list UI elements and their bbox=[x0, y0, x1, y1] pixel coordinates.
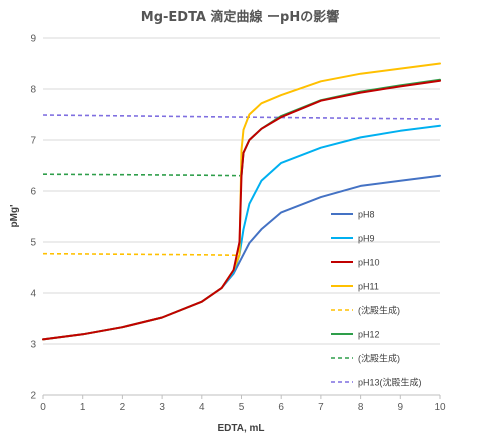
legend-label-2: pH9 bbox=[358, 234, 375, 244]
x-tick-label: 1 bbox=[80, 402, 86, 413]
y-tick-label: 2 bbox=[30, 391, 36, 402]
chart-title: Mg-EDTA 滴定曲線 ーpHの影響 bbox=[140, 10, 340, 25]
legend-label-8: pH13(沈殿生成) bbox=[358, 377, 422, 388]
x-tick-label: 0 bbox=[40, 402, 46, 413]
legend-label-7: (沈殿生成) bbox=[358, 353, 400, 364]
legend-label-3: pH10 bbox=[358, 258, 380, 268]
legend-label-1: pH8 bbox=[358, 210, 375, 220]
x-tick-label: 9 bbox=[398, 402, 404, 413]
gridlines bbox=[42, 37, 441, 399]
x-tick-label: 8 bbox=[358, 402, 364, 413]
series-line-3 bbox=[42, 79, 441, 341]
y-tick-label: 3 bbox=[30, 340, 36, 351]
x-tick-label: 10 bbox=[434, 402, 446, 413]
y-tick-label: 5 bbox=[30, 238, 36, 249]
y-tick-label: 6 bbox=[30, 187, 36, 198]
x-tick-label: 4 bbox=[199, 402, 205, 413]
legend: pH8 pH9 pH10 pH11 (沈殿生成) pH12 (沈殿生成) pH13(沈殿生成) bbox=[331, 210, 422, 388]
legend-label-5: (沈殿生成) bbox=[358, 305, 400, 316]
series-line-8 bbox=[42, 114, 441, 120]
x-tick-label: 2 bbox=[120, 402, 126, 413]
x-tick-label: 6 bbox=[278, 402, 284, 413]
y-tick-label: 8 bbox=[30, 85, 36, 96]
x-axis-title: EDTA, mL bbox=[217, 423, 264, 434]
y-tick-label: 9 bbox=[30, 34, 36, 45]
x-tick-label: 7 bbox=[318, 402, 324, 413]
series-line-5 bbox=[42, 252, 240, 257]
legend-label-6: pH12 bbox=[358, 330, 380, 340]
y-tick-label: 4 bbox=[30, 289, 36, 300]
x-tick-label: 5 bbox=[239, 402, 245, 413]
series-lines bbox=[42, 62, 441, 341]
series-line-6 bbox=[240, 78, 441, 177]
series-line-7 bbox=[42, 173, 242, 177]
legend-label-4: pH11 bbox=[358, 282, 379, 292]
x-tick-label: 3 bbox=[159, 402, 165, 413]
y-axis-title: pMg' bbox=[9, 205, 20, 228]
y-tick-label: 7 bbox=[30, 136, 36, 147]
tick-labels: 2 3 4 5 6 7 8 9 0 1 2 3 4 5 6 7 8 9 10 bbox=[30, 34, 446, 414]
